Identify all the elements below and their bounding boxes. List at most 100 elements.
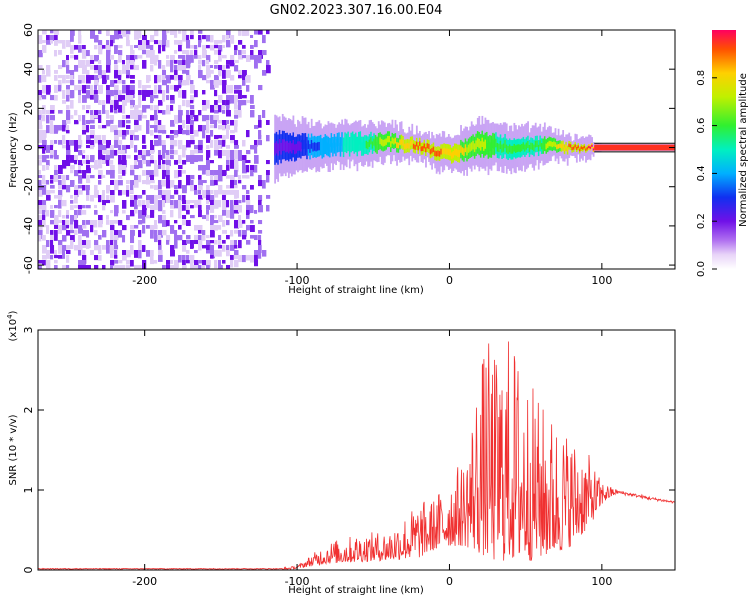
spectrogram-cell — [214, 145, 219, 152]
spectrogram-cell — [142, 260, 147, 269]
spectrogram-cell — [202, 125, 207, 131]
spectrogram-cell — [66, 155, 70, 162]
spectrogram-cell — [102, 190, 106, 196]
spectrogram-cell — [234, 110, 239, 117]
ridge-core — [321, 144, 324, 153]
spectrogram-cell — [146, 180, 151, 185]
spectrogram-cell — [42, 165, 46, 171]
spectrogram-cell — [178, 40, 183, 46]
spectrogram-cell — [186, 205, 190, 211]
spectrogram-cell — [50, 235, 54, 241]
spectrogram-cell — [38, 160, 42, 166]
spectrogram-cell — [94, 135, 99, 144]
snr-series-line — [38, 341, 675, 570]
spectrogram-cell — [122, 135, 126, 140]
spectrogram-cell — [182, 200, 187, 205]
spectrogram-cell — [110, 55, 115, 60]
spectrogram-cell — [190, 105, 195, 110]
spectrogram-cell — [254, 40, 258, 48]
spectrogram-cell — [98, 30, 102, 35]
spectrogram-cell — [170, 65, 174, 73]
spectrogram-cell — [238, 240, 242, 249]
colorbar-tick-label: 0.4 — [696, 165, 707, 181]
ridge-core — [408, 143, 411, 149]
spectrogram-cell — [170, 75, 174, 80]
ridge-core — [390, 141, 392, 148]
spectrogram-cell — [58, 255, 63, 259]
ridge-core — [452, 151, 455, 158]
spectrogram-cell — [46, 240, 50, 248]
spectrogram-cell — [238, 175, 242, 180]
spectrogram-cell — [154, 220, 158, 226]
spectrogram-cell — [210, 115, 214, 124]
spectrogram-cell — [210, 180, 215, 186]
spectrogram-cell — [202, 130, 206, 139]
spectrogram-cell — [50, 145, 54, 154]
spectrogram-cell — [222, 35, 226, 43]
spectrogram-cell — [58, 75, 63, 79]
spectrogram-cell — [142, 115, 147, 119]
spectrogram-cell — [234, 140, 239, 149]
spectrogram-cell — [82, 240, 87, 248]
spectrogram-cell — [42, 155, 47, 163]
spectrogram-cell — [54, 95, 58, 101]
spectrogram-cell — [194, 45, 198, 50]
spectrogram-cell — [78, 210, 82, 216]
spectrogram-cell — [114, 240, 118, 247]
spectrogram-cell — [162, 80, 167, 86]
ridge-core — [527, 140, 529, 148]
spectrogram-cell — [38, 120, 43, 129]
ridge-core — [460, 145, 462, 153]
spectrogram-cell — [98, 220, 103, 228]
ridge-core — [348, 142, 351, 151]
spectrogram-cell — [110, 225, 115, 231]
spectrogram-cell — [178, 110, 183, 116]
spectrogram-cell — [62, 60, 66, 68]
spectrogram-cell — [70, 170, 74, 174]
spectrogram-cell — [54, 175, 59, 182]
spectrogram-cell — [86, 50, 90, 57]
spectrogram-cell — [150, 195, 155, 204]
spectrogram-cell — [150, 105, 154, 111]
spectrogram-cell — [230, 60, 235, 67]
spectrogram-cell — [106, 195, 110, 201]
spectrogram-cell — [134, 35, 139, 40]
spectrogram-cell — [178, 105, 182, 113]
spectrogram-cell — [86, 240, 91, 249]
spectrogram-cell — [162, 220, 167, 227]
spectrogram-cell — [134, 65, 139, 71]
spectrogram-cell — [130, 235, 135, 244]
spectrogram-cell — [78, 45, 82, 53]
spectrogram-cell — [150, 250, 154, 257]
spectrogram-cell — [238, 50, 242, 59]
ridge-core — [370, 137, 373, 145]
spectrogram-cell — [234, 260, 239, 268]
spectrogram-cell — [62, 140, 66, 145]
spectrogram-cell — [162, 215, 167, 223]
spectrogram-cell — [130, 230, 135, 236]
colorbar-label: Normalized spectral amplitude — [738, 73, 749, 227]
spectrogram-cell — [70, 225, 74, 234]
spectrogram-cell — [234, 125, 238, 133]
spectrogram-cell — [218, 185, 223, 191]
spectrogram-cell — [186, 180, 191, 186]
spectrogram-cell — [146, 40, 150, 47]
spectrogram-cell — [214, 190, 219, 198]
ridge-core — [528, 144, 531, 152]
spectrogram-cell — [122, 160, 127, 168]
spectrogram-cell — [174, 260, 179, 268]
spectrogram-cell — [50, 180, 54, 184]
spectrogram-cell — [90, 120, 95, 124]
spectrogram-cell — [58, 40, 63, 44]
ridge-core — [490, 142, 493, 152]
spectrogram-cell — [106, 60, 111, 66]
ridge-core — [533, 144, 536, 152]
spectrogram-cell — [198, 140, 203, 149]
spectrogram-cell — [190, 110, 195, 117]
spectrogram-cell — [218, 105, 222, 113]
spectrogram-cell — [54, 70, 58, 74]
ridge-core — [537, 144, 540, 152]
spectrogram-cell — [198, 40, 202, 48]
spectrogram-cell — [246, 175, 250, 179]
